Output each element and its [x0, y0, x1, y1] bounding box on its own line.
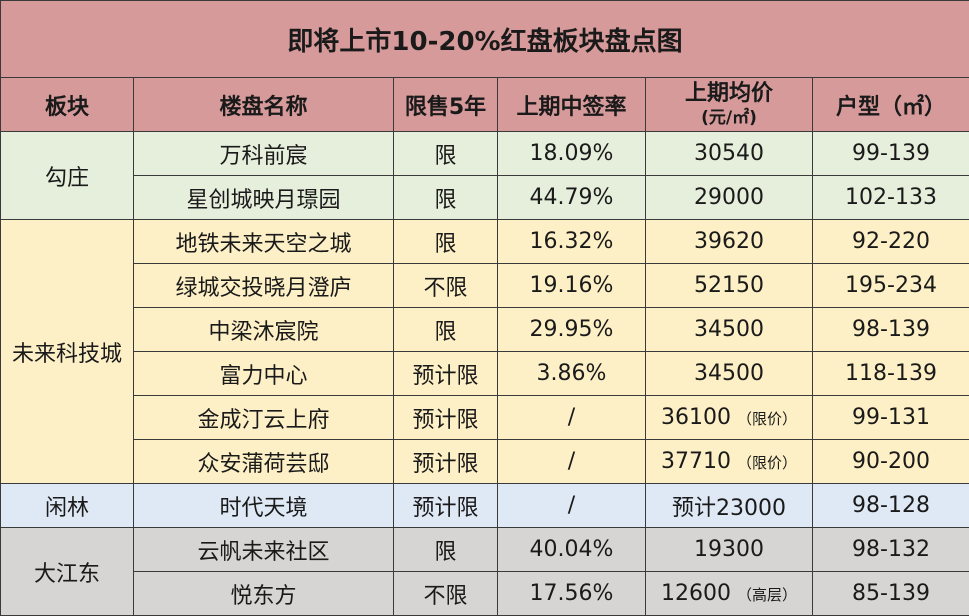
header-price: 上期均价 (元/㎡) — [645, 77, 813, 132]
header-district: 板块 — [0, 77, 134, 132]
size-cell: 98-128 — [811, 483, 969, 528]
page-title: 即将上市10-20%红盘板块盘点图 — [0, 0, 969, 78]
table-row: 金成汀云上府 预计限 / 36100 （限价） 99-131 — [0, 395, 969, 440]
project-cell: 万科前宸 — [133, 131, 394, 176]
project-cell: 富力中心 — [133, 351, 394, 396]
size-cell: 102-133 — [811, 175, 969, 220]
project-cell: 时代天境 — [133, 483, 394, 528]
price-cell: 12600 （高层） — [645, 571, 813, 616]
rate-cell: / — [497, 483, 646, 528]
table-row: 中梁沐宸院 限 29.95% 34500 98-139 — [0, 307, 969, 352]
project-cell: 金成汀云上府 — [133, 395, 394, 440]
size-cell: 92-220 — [811, 219, 969, 264]
price-value: 30540 — [694, 141, 764, 166]
header-size: 户型（㎡） — [811, 77, 969, 132]
table-row: 大江东 云帆未来社区 限 40.04% 19300 98-132 — [0, 527, 969, 616]
limit-cell: 不限 — [393, 571, 498, 616]
table-row: 勾庄 万科前宸 限 18.09% 30540 99-139 — [0, 131, 969, 220]
rate-cell: 16.32% — [497, 219, 646, 264]
project-cell: 地铁未来天空之城 — [133, 219, 394, 264]
table-row: 闲林 时代天境 预计限 / 预计23000 98-128 — [0, 483, 969, 528]
price-value: 36100 — [660, 405, 731, 430]
district-cell: 闲林 — [0, 483, 134, 528]
rate-cell: / — [497, 395, 646, 440]
rate-cell: 3.86% — [497, 351, 646, 396]
header-price-unit: (元/㎡) — [701, 107, 757, 128]
price-cell: 30540 — [645, 131, 813, 176]
price-note: （高层） — [736, 586, 797, 604]
district-cell: 未来科技城 — [0, 219, 134, 484]
table-row: 绿城交投晓月澄庐 不限 19.16% 52150 195-234 — [0, 263, 969, 308]
district-cell: 勾庄 — [0, 131, 134, 220]
rate-cell: 17.56% — [497, 571, 646, 616]
price-cell: 19300 — [645, 527, 813, 572]
price-cell: 34500 — [645, 351, 813, 396]
limit-cell: 预计限 — [393, 483, 498, 528]
header-price-label: 上期均价 — [684, 80, 773, 106]
price-value: 39620 — [694, 229, 764, 254]
header-rate: 上期中签率 — [497, 77, 646, 132]
price-note: （限价） — [736, 454, 797, 472]
table-row: 未来科技城 地铁未来天空之城 限 16.32% 39620 92-220 — [0, 219, 969, 484]
project-cell: 众安蒲荷芸邸 — [133, 439, 394, 484]
price-value: 19300 — [694, 537, 764, 562]
limit-cell: 限 — [393, 219, 498, 264]
price-value: 29000 — [694, 185, 764, 210]
rate-cell: 40.04% — [497, 527, 646, 572]
price-cell: 39620 — [645, 219, 813, 264]
price-cell: 36100 （限价） — [645, 395, 813, 440]
header-project: 楼盘名称 — [133, 77, 394, 132]
size-cell: 99-139 — [811, 131, 969, 176]
size-cell: 99-131 — [811, 395, 969, 440]
limit-cell: 不限 — [393, 263, 498, 308]
price-value: 37710 — [660, 449, 731, 474]
project-cell: 悦东方 — [133, 571, 394, 616]
price-note: （限价） — [736, 410, 797, 428]
rate-cell: 44.79% — [497, 175, 646, 220]
header-limit: 限售5年 — [393, 77, 498, 132]
limit-cell: 预计限 — [393, 439, 498, 484]
project-cell: 绿城交投晓月澄庐 — [133, 263, 394, 308]
table-row: 富力中心 预计限 3.86% 34500 118-139 — [0, 351, 969, 396]
limit-cell: 限 — [393, 307, 498, 352]
project-cell: 星创城映月璟园 — [133, 175, 394, 220]
rate-cell: / — [497, 439, 646, 484]
header-row: 板块 楼盘名称 限售5年 上期中签率 上期均价 (元/㎡) 户型（㎡） — [0, 77, 969, 132]
price-cell: 预计23000 — [645, 483, 813, 528]
district-cell: 大江东 — [0, 527, 134, 616]
size-cell: 195-234 — [811, 263, 969, 308]
price-value: 34500 — [694, 317, 764, 342]
size-cell: 98-139 — [811, 307, 969, 352]
table-row: 星创城映月璟园 限 44.79% 29000 102-133 — [0, 175, 969, 220]
size-cell: 85-139 — [811, 571, 969, 616]
limit-cell: 预计限 — [393, 395, 498, 440]
price-value: 34500 — [694, 361, 764, 386]
price-cell: 52150 — [645, 263, 813, 308]
price-cell: 29000 — [645, 175, 813, 220]
rate-cell: 19.16% — [497, 263, 646, 308]
price-cell: 37710 （限价） — [645, 439, 813, 484]
limit-cell: 限 — [393, 527, 498, 572]
table-row: 悦东方 不限 17.56% 12600 （高层） 85-139 — [0, 571, 969, 616]
project-cell: 中梁沐宸院 — [133, 307, 394, 352]
price-cell: 34500 — [645, 307, 813, 352]
size-cell: 98-132 — [811, 527, 969, 572]
rate-cell: 29.95% — [497, 307, 646, 352]
price-value: 52150 — [694, 273, 764, 298]
limit-cell: 预计限 — [393, 351, 498, 396]
size-cell: 118-139 — [811, 351, 969, 396]
price-value: 12600 — [660, 581, 731, 606]
price-value: 预计23000 — [672, 495, 786, 521]
rate-cell: 18.09% — [497, 131, 646, 176]
limit-cell: 限 — [393, 131, 498, 176]
project-cell: 云帆未来社区 — [133, 527, 394, 572]
size-cell: 90-200 — [811, 439, 969, 484]
table-row: 众安蒲荷芸邸 预计限 / 37710 （限价） 90-200 — [0, 439, 969, 484]
limit-cell: 限 — [393, 175, 498, 220]
